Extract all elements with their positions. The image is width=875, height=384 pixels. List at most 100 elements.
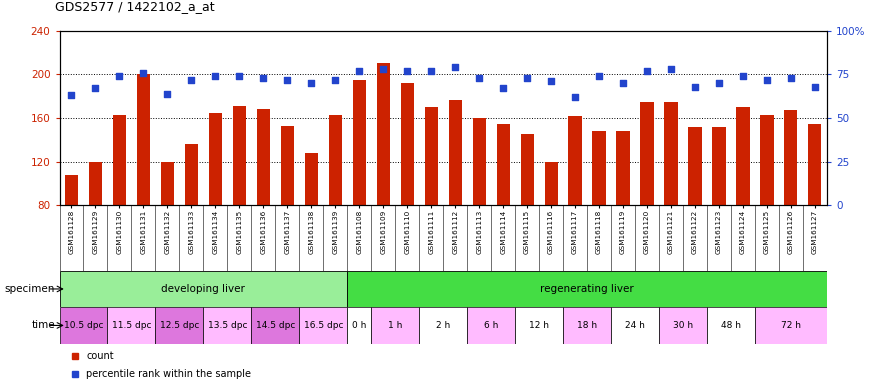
Bar bbox=[281, 126, 294, 205]
Bar bbox=[203, 307, 251, 344]
Point bbox=[88, 85, 102, 91]
Text: 12.5 dpc: 12.5 dpc bbox=[160, 321, 200, 330]
Text: 18 h: 18 h bbox=[577, 321, 597, 330]
Bar bbox=[304, 153, 318, 205]
Point bbox=[65, 92, 79, 98]
Point bbox=[328, 76, 342, 83]
Bar bbox=[515, 307, 564, 344]
Bar bbox=[371, 307, 419, 344]
Text: GDS2577 / 1422102_a_at: GDS2577 / 1422102_a_at bbox=[55, 0, 214, 13]
Point bbox=[520, 75, 534, 81]
Bar bbox=[209, 113, 222, 205]
Point bbox=[304, 80, 318, 86]
Text: 30 h: 30 h bbox=[673, 321, 693, 330]
Bar bbox=[353, 80, 366, 205]
Bar bbox=[449, 99, 462, 205]
Text: 48 h: 48 h bbox=[721, 321, 741, 330]
Point bbox=[376, 66, 390, 72]
Bar bbox=[113, 115, 126, 205]
Bar bbox=[755, 307, 827, 344]
Bar bbox=[569, 116, 582, 205]
Bar bbox=[473, 118, 486, 205]
Point bbox=[424, 68, 438, 74]
Point bbox=[473, 75, 487, 81]
Bar bbox=[707, 307, 755, 344]
Bar bbox=[156, 307, 203, 344]
Bar bbox=[659, 307, 707, 344]
Bar bbox=[251, 307, 299, 344]
Bar bbox=[60, 307, 108, 344]
Bar bbox=[424, 107, 438, 205]
Point bbox=[208, 73, 222, 79]
Bar bbox=[592, 131, 605, 205]
Bar bbox=[784, 111, 797, 205]
Text: 16.5 dpc: 16.5 dpc bbox=[304, 321, 343, 330]
Bar bbox=[60, 271, 347, 307]
Bar bbox=[640, 102, 654, 205]
Point bbox=[688, 84, 702, 90]
Text: specimen: specimen bbox=[4, 284, 55, 294]
Bar bbox=[185, 144, 198, 205]
Bar bbox=[347, 271, 827, 307]
Point bbox=[280, 76, 294, 83]
Bar bbox=[161, 162, 174, 205]
Bar bbox=[496, 124, 510, 205]
Bar bbox=[737, 107, 750, 205]
Point bbox=[233, 73, 247, 79]
Point bbox=[568, 94, 582, 100]
Bar bbox=[329, 115, 342, 205]
Bar bbox=[136, 74, 150, 205]
Point bbox=[113, 73, 127, 79]
Bar bbox=[65, 175, 78, 205]
Text: 24 h: 24 h bbox=[625, 321, 645, 330]
Point bbox=[736, 73, 750, 79]
Bar bbox=[347, 307, 371, 344]
Text: developing liver: developing liver bbox=[162, 284, 245, 294]
Point bbox=[136, 70, 150, 76]
Point bbox=[640, 68, 654, 74]
Point bbox=[784, 75, 798, 81]
Point bbox=[664, 66, 678, 72]
Bar bbox=[689, 127, 702, 205]
Bar bbox=[664, 102, 677, 205]
Bar bbox=[712, 127, 725, 205]
Point bbox=[448, 65, 462, 71]
Text: percentile rank within the sample: percentile rank within the sample bbox=[87, 369, 251, 379]
Text: count: count bbox=[87, 351, 114, 361]
Point bbox=[544, 78, 558, 84]
Point bbox=[712, 80, 726, 86]
Text: 12 h: 12 h bbox=[529, 321, 550, 330]
Point bbox=[400, 68, 414, 74]
Text: 1 h: 1 h bbox=[388, 321, 402, 330]
Bar bbox=[401, 83, 414, 205]
Bar bbox=[108, 307, 156, 344]
Bar bbox=[467, 307, 515, 344]
Bar bbox=[376, 63, 390, 205]
Point bbox=[353, 68, 367, 74]
Bar bbox=[564, 307, 611, 344]
Point bbox=[808, 84, 822, 90]
Point bbox=[760, 76, 774, 83]
Text: 11.5 dpc: 11.5 dpc bbox=[112, 321, 151, 330]
Bar bbox=[299, 307, 347, 344]
Bar bbox=[617, 131, 630, 205]
Point bbox=[616, 80, 630, 86]
Text: 6 h: 6 h bbox=[484, 321, 499, 330]
Point bbox=[496, 85, 510, 91]
Point bbox=[160, 91, 174, 97]
Text: 72 h: 72 h bbox=[780, 321, 801, 330]
Text: 13.5 dpc: 13.5 dpc bbox=[207, 321, 247, 330]
Point bbox=[185, 76, 199, 83]
Text: 14.5 dpc: 14.5 dpc bbox=[255, 321, 295, 330]
Bar bbox=[256, 109, 270, 205]
Bar bbox=[89, 162, 102, 205]
Bar bbox=[521, 134, 534, 205]
Text: regenerating liver: regenerating liver bbox=[540, 284, 634, 294]
Text: 2 h: 2 h bbox=[436, 321, 451, 330]
Text: 10.5 dpc: 10.5 dpc bbox=[64, 321, 103, 330]
Point bbox=[256, 75, 270, 81]
Text: time: time bbox=[31, 320, 55, 331]
Bar bbox=[760, 115, 774, 205]
Point bbox=[592, 73, 606, 79]
Bar bbox=[233, 106, 246, 205]
